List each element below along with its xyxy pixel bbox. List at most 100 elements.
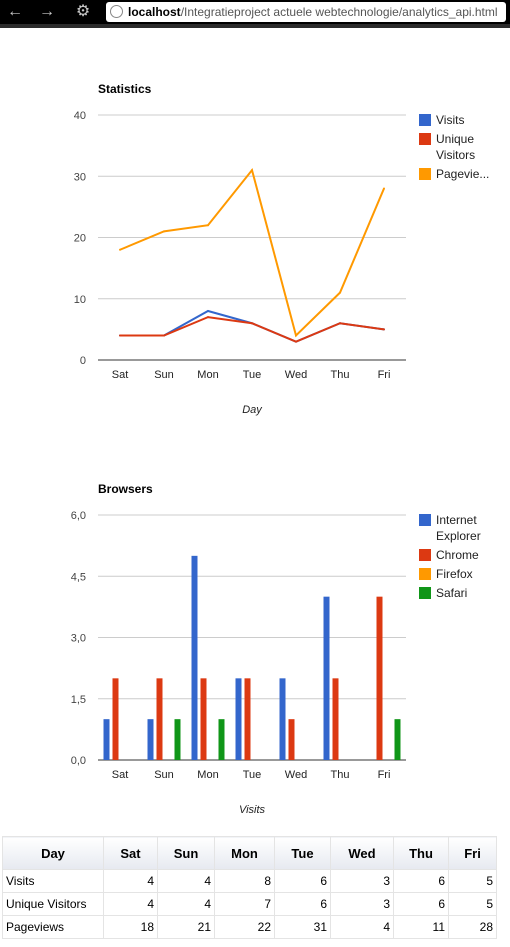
data-point (163, 230, 165, 233)
table-header-cell[interactable]: Fri (448, 836, 497, 870)
data-point (119, 248, 121, 251)
legend-swatch (419, 133, 431, 145)
bar (323, 596, 330, 760)
x-tick-label: Tue (243, 369, 262, 381)
wrench-icon[interactable]: ⚙ (75, 3, 91, 20)
x-axis-title: Day (242, 404, 263, 416)
data-point (251, 322, 253, 325)
url-host: localhost (128, 5, 181, 19)
table-header-cell[interactable]: Thu (393, 836, 449, 870)
data-point (383, 187, 385, 190)
y-tick-label: 3,0 (71, 633, 86, 645)
legend-swatch (419, 549, 431, 561)
legend-swatch (419, 168, 431, 180)
legend-swatch (419, 514, 431, 526)
table-cell: 5 (448, 869, 497, 893)
bar (376, 596, 383, 760)
legend-label: Unique (436, 132, 474, 146)
x-tick-label: Mon (197, 769, 218, 781)
series-line (119, 167, 385, 338)
table-cell: 11 (393, 915, 449, 939)
table-cell: 8 (214, 869, 275, 893)
data-point (251, 169, 253, 172)
table-header-cell[interactable]: Wed (330, 836, 394, 870)
x-tick-label: Thu (331, 369, 350, 381)
y-tick-label: 40 (74, 110, 86, 122)
series-line (120, 309, 385, 343)
statistics-table: Day Sat Sun Mon Tue Wed Thu Fri Visits 4… (2, 836, 497, 939)
x-tick-label: Fri (378, 369, 391, 381)
legend-swatch (419, 587, 431, 599)
chart-title: Browsers (98, 482, 153, 496)
table-header-row: Day Sat Sun Mon Tue Wed Thu Fri (2, 836, 497, 870)
arrow-right-icon[interactable]: → (39, 3, 55, 20)
legend-swatch (419, 568, 431, 580)
bar (103, 719, 110, 760)
legend-label: Visits (436, 113, 464, 127)
table-cell: 7 (214, 892, 275, 916)
legend-label: Explorer (436, 529, 481, 543)
table-cell: 3 (330, 892, 394, 916)
table-cell: 22 (214, 915, 275, 939)
legend-label: Safari (436, 586, 467, 600)
x-tick-label: Wed (285, 369, 307, 381)
x-tick-label: Sun (154, 769, 174, 781)
table-cell: 18 (103, 915, 158, 939)
browser-toolbar: ← → ⚙ localhost/Integratieproject actuel… (0, 0, 510, 28)
arrow-left-icon[interactable]: ← (7, 3, 23, 20)
table-cell: 4 (157, 892, 215, 916)
data-point (207, 316, 209, 319)
x-tick-label: Sun (154, 369, 174, 381)
table-row-label: Unique Visitors (2, 892, 104, 916)
bar (279, 678, 286, 760)
data-point (207, 224, 209, 227)
x-tick-label: Wed (285, 769, 307, 781)
table-cell: 28 (448, 915, 497, 939)
data-point (295, 340, 297, 343)
x-axis-title: Visits (239, 804, 266, 816)
bar (218, 719, 225, 760)
y-tick-label: 4,5 (71, 571, 86, 583)
table-row: Unique Visitors 4 4 7 6 3 6 5 (2, 892, 497, 916)
x-tick-label: Fri (378, 769, 391, 781)
browsers-bar-chart: Browsers 0,0 1,5 3,0 4,5 6,0 Sat Sun Mon Tue Wed Th… (71, 482, 481, 816)
table-row: Visits 4 4 8 6 3 6 5 (2, 869, 497, 893)
table-cell: 4 (103, 869, 158, 893)
table-cell: 6 (274, 892, 331, 916)
bar (147, 719, 154, 760)
legend-label: Chrome (436, 548, 479, 562)
series-line (120, 316, 385, 343)
table-header-cell[interactable]: Tue (274, 836, 331, 870)
table-cell: 5 (448, 892, 497, 916)
y-tick-label: 30 (74, 171, 86, 183)
table-cell: 21 (157, 915, 215, 939)
bar (332, 678, 339, 760)
data-point (207, 310, 209, 312)
legend-label: Visitors (436, 148, 475, 162)
bar (112, 678, 119, 760)
table-header-cell[interactable]: Day (2, 836, 104, 870)
table-cell: 6 (393, 892, 449, 916)
y-tick-label: 6,0 (71, 510, 86, 522)
table-row: Pageviews 18 21 22 31 4 11 28 (2, 915, 497, 939)
table-header-cell[interactable]: Mon (214, 836, 275, 870)
bar (191, 555, 198, 760)
y-tick-label: 10 (74, 294, 86, 306)
table-cell: 6 (393, 869, 449, 893)
table-cell: 6 (274, 869, 331, 893)
x-tick-label: Mon (197, 369, 218, 381)
x-tick-label: Sat (112, 769, 129, 781)
bar (288, 719, 295, 760)
legend-label: Firefox (436, 567, 473, 581)
legend-label: Pagevie... (436, 167, 489, 181)
table-row-label: Pageviews (2, 915, 104, 939)
table-header-cell[interactable]: Sat (103, 836, 158, 870)
table-cell: 4 (103, 892, 158, 916)
bar (244, 678, 251, 760)
data-point (383, 328, 385, 331)
address-bar[interactable]: localhost/Integratieproject actuele webt… (106, 2, 506, 22)
bar (200, 678, 207, 760)
bar (174, 719, 181, 760)
chart-title: Statistics (98, 82, 152, 96)
table-header-cell[interactable]: Sun (157, 836, 215, 870)
